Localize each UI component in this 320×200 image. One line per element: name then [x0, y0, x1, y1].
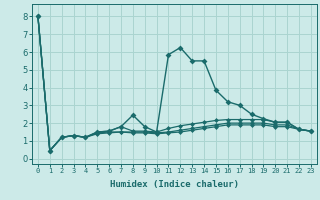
X-axis label: Humidex (Indice chaleur): Humidex (Indice chaleur) [110, 180, 239, 189]
